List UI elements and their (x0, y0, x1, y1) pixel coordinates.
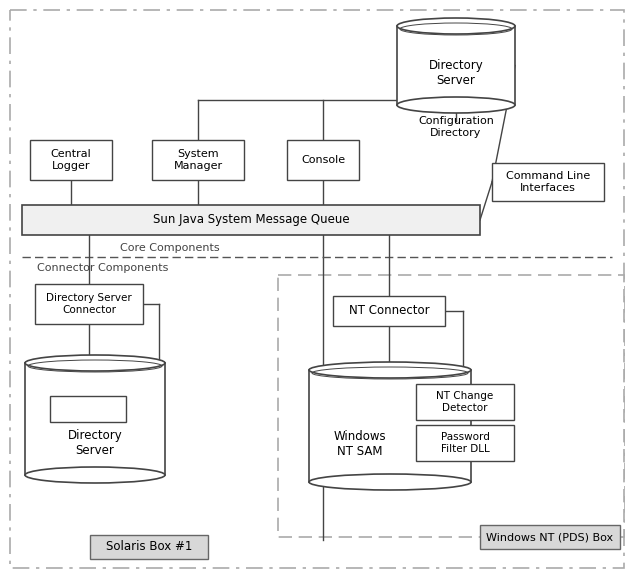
Text: Windows NT (PDS) Box: Windows NT (PDS) Box (486, 532, 614, 542)
Text: Central
Logger: Central Logger (51, 149, 91, 171)
Bar (480, 525, 620, 549)
Text: Sun Java System Message Queue: Sun Java System Message Queue (153, 213, 349, 227)
Ellipse shape (309, 362, 471, 378)
Bar (287, 140, 359, 180)
Text: Connector Components: Connector Components (37, 263, 169, 273)
Text: Directory
Server: Directory Server (429, 59, 483, 87)
Bar (35, 284, 143, 324)
Text: NT Change
Detector: NT Change Detector (436, 391, 494, 413)
Text: Directory Server
Connector: Directory Server Connector (46, 293, 132, 315)
Ellipse shape (309, 474, 471, 490)
Bar (416, 384, 514, 420)
Ellipse shape (397, 97, 515, 113)
Text: Windows
NT SAM: Windows NT SAM (333, 430, 386, 458)
Text: Solaris Box #1: Solaris Box #1 (106, 540, 192, 554)
Bar (278, 275, 624, 537)
Bar (90, 535, 208, 559)
Text: Password
Filter DLL: Password Filter DLL (441, 432, 489, 454)
Text: Core Components: Core Components (120, 243, 219, 253)
Text: NT Connector: NT Connector (349, 305, 429, 317)
Bar (397, 26, 515, 105)
Text: System
Manager: System Manager (174, 149, 223, 171)
Bar (333, 296, 445, 326)
Ellipse shape (397, 18, 515, 34)
Bar (416, 425, 514, 461)
Text: Console: Console (301, 155, 345, 165)
Bar (22, 205, 480, 235)
Text: Command Line
Interfaces: Command Line Interfaces (506, 171, 590, 193)
Bar (30, 140, 112, 180)
Ellipse shape (25, 355, 165, 371)
Bar (152, 140, 244, 180)
Bar (309, 370, 471, 482)
Bar (50, 396, 126, 422)
Text: Directory
Server: Directory Server (68, 429, 122, 457)
Text: DS Plugin: DS Plugin (63, 404, 113, 414)
Text: Configuration
Directory: Configuration Directory (418, 116, 494, 138)
Ellipse shape (25, 467, 165, 483)
Bar (25, 363, 165, 475)
Bar (492, 163, 604, 201)
